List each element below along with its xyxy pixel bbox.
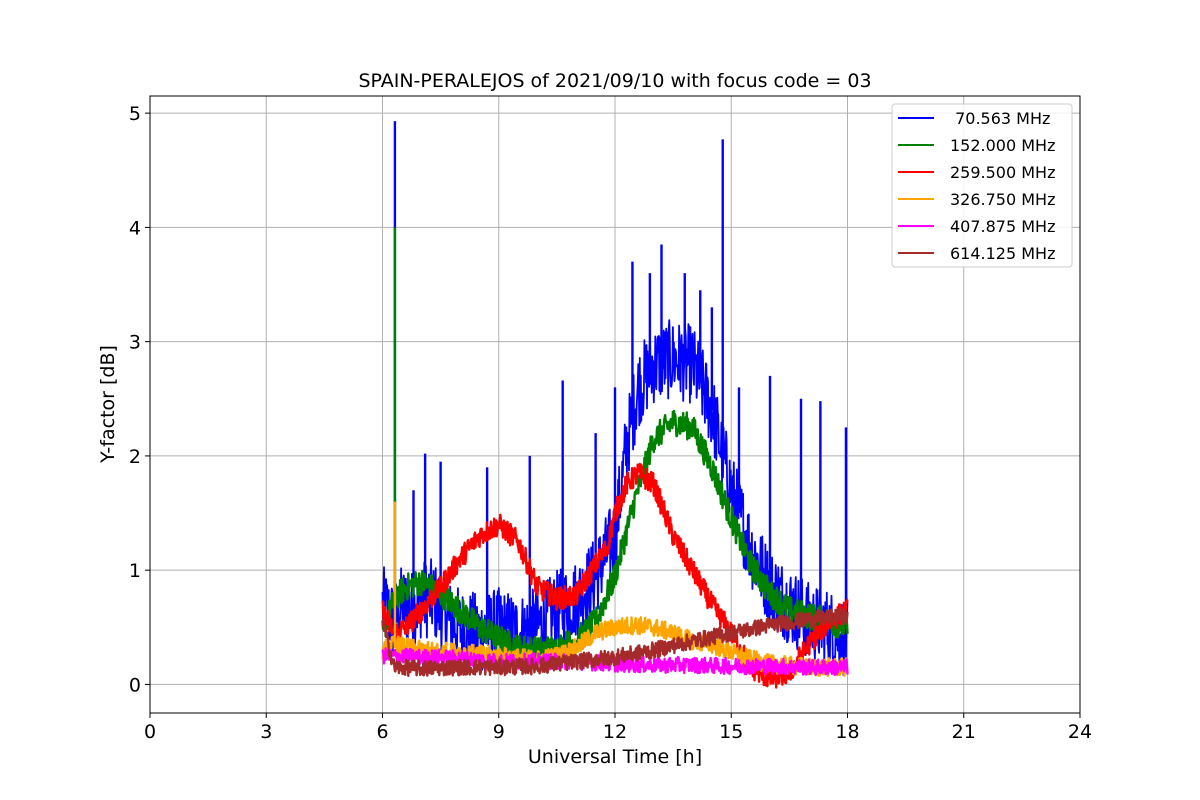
y-tick-label: 0 [129, 674, 141, 696]
x-tick-label: 18 [835, 721, 859, 743]
y-tick-label: 2 [129, 446, 141, 468]
y-tick-label: 3 [129, 332, 141, 354]
x-tick-label: 0 [144, 721, 156, 743]
series-line [381, 607, 849, 677]
x-axis-label: Universal Time [h] [528, 746, 702, 768]
legend-entry: 70.563 MHz [950, 109, 1050, 128]
legend-entry: 614.125 MHz [950, 244, 1055, 263]
x-tick-label: 21 [952, 721, 976, 743]
x-tick-label: 3 [260, 721, 272, 743]
y-tick-label: 4 [129, 217, 141, 239]
y-tick-label: 1 [129, 560, 141, 582]
legend-entry: 407.875 MHz [950, 217, 1055, 236]
legend: 70.563 MHz 152.000 MHz 259.500 MHz 326.750 … [891, 103, 1073, 268]
legend-box [891, 103, 1073, 268]
x-tick-label: 15 [719, 721, 743, 743]
x-tick-label: 9 [493, 721, 505, 743]
chart-title: SPAIN-PERALEJOS of 2021/09/10 with focus… [358, 70, 871, 92]
legend-entry: 152.000 MHz [950, 136, 1055, 155]
x-tick-label: 6 [376, 721, 388, 743]
series-line [381, 409, 849, 665]
y-axis-label: Y-factor [dB] [97, 345, 119, 464]
legend-entry: 326.750 MHz [950, 190, 1055, 209]
legend-entry: 259.500 MHz [950, 163, 1055, 182]
x-tick-label: 24 [1068, 721, 1092, 743]
y-tick-label: 5 [129, 103, 141, 125]
x-tick-label: 12 [603, 721, 627, 743]
series-lines [381, 121, 849, 689]
